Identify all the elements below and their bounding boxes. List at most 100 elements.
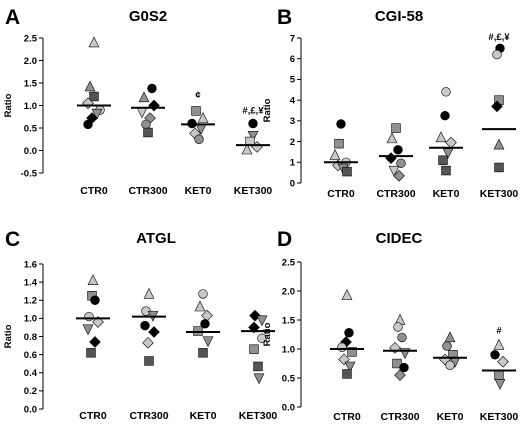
y-tick-label: 1.4 bbox=[24, 277, 38, 288]
y-tick-label: 1.5 bbox=[24, 78, 38, 89]
data-point bbox=[441, 165, 451, 176]
data-point bbox=[393, 169, 405, 182]
x-category-label: CTR0 bbox=[80, 185, 108, 197]
data-point bbox=[394, 369, 406, 381]
data-point bbox=[385, 152, 397, 164]
data-point bbox=[87, 274, 99, 286]
data-point bbox=[344, 328, 354, 338]
data-point bbox=[200, 319, 210, 329]
data-point bbox=[490, 350, 500, 360]
y-tick-label: 1.2 bbox=[24, 296, 37, 307]
data-point bbox=[399, 362, 409, 373]
x-category-label: CTR0 bbox=[79, 410, 107, 422]
x-category-label: KET300 bbox=[234, 185, 273, 197]
data-point bbox=[334, 138, 344, 149]
data-point bbox=[342, 166, 352, 177]
data-point bbox=[194, 134, 204, 144]
y-tick-label: 2.0 bbox=[24, 56, 37, 67]
data-point bbox=[84, 80, 96, 92]
y-tick-label: 2.5 bbox=[24, 33, 38, 44]
data-point bbox=[138, 91, 150, 103]
x-category-label: CTR0 bbox=[327, 188, 355, 200]
data-point bbox=[493, 138, 505, 150]
panel-letter: D bbox=[277, 228, 292, 251]
data-point bbox=[332, 159, 344, 172]
data-point bbox=[89, 336, 101, 348]
data-point bbox=[136, 107, 148, 119]
data-point bbox=[197, 112, 209, 123]
panel-a: A G0S2 -0.5 0.0 0.5 1.0 1.5 2.0 2.5 Ratio CTR0 CTR3… bbox=[3, 6, 272, 197]
y-tick-label: 6 bbox=[290, 54, 295, 65]
data-point bbox=[329, 148, 341, 160]
y-tick-label: 0.4 bbox=[24, 368, 38, 379]
data-point bbox=[442, 341, 452, 351]
x-category-label: CTR300 bbox=[380, 411, 419, 423]
x-category-label: KET300 bbox=[480, 188, 519, 200]
x-category-label: KET0 bbox=[437, 411, 464, 423]
data-point bbox=[497, 355, 509, 368]
data-point bbox=[341, 288, 353, 300]
data-point bbox=[492, 49, 502, 60]
data-point bbox=[445, 360, 455, 370]
data-point bbox=[342, 369, 352, 379]
data-point bbox=[241, 143, 253, 155]
y-tick-label: 2.0 bbox=[282, 286, 295, 297]
data-point bbox=[143, 287, 155, 299]
data-point bbox=[388, 165, 400, 177]
x-category-label: KET0 bbox=[433, 188, 460, 200]
data-point bbox=[445, 136, 457, 149]
data-point bbox=[249, 309, 261, 322]
data-point bbox=[142, 337, 154, 349]
y-tick-label: 5 bbox=[290, 75, 296, 86]
panel-b: B CGI-58 0 1 2 3 4 5 6 7 Ratio CTR0 CTR300 KET0 KET300… bbox=[262, 6, 518, 200]
data-point bbox=[347, 347, 357, 357]
y-axis-label: Ratio bbox=[262, 98, 273, 122]
data-point bbox=[440, 110, 450, 121]
data-point bbox=[391, 123, 401, 133]
x-category-label: CTR0 bbox=[333, 411, 361, 423]
data-point bbox=[143, 127, 153, 138]
x-category-label: KET0 bbox=[190, 410, 217, 422]
y-tick-label: 0.0 bbox=[24, 146, 37, 157]
data-point bbox=[84, 311, 94, 322]
panel-d: D CIDEC 0.0 0.5 1.0 1.5 2.0 2.5 Ratio CTR0 CTR300 K… bbox=[262, 228, 518, 423]
data-point bbox=[494, 370, 504, 380]
data-point bbox=[202, 336, 214, 348]
y-tick-label: 7 bbox=[290, 33, 295, 44]
x-category-label: CTR300 bbox=[128, 185, 167, 197]
data-point bbox=[247, 130, 259, 142]
data-point bbox=[147, 83, 157, 94]
data-point bbox=[338, 353, 350, 366]
data-point bbox=[393, 322, 403, 332]
data-point bbox=[393, 145, 403, 155]
data-point bbox=[191, 106, 201, 116]
significance-annotation: #,£,¥ bbox=[488, 32, 510, 43]
y-tick-label: 0.8 bbox=[24, 332, 37, 343]
significance-annotation: # bbox=[496, 325, 502, 336]
data-point bbox=[397, 332, 407, 343]
chart-title: G0S2 bbox=[129, 8, 167, 25]
y-axis-label: Ratio bbox=[3, 93, 14, 117]
data-point bbox=[336, 119, 346, 129]
data-point bbox=[144, 356, 154, 366]
x-category-label: CTR300 bbox=[376, 188, 415, 200]
panel-c: C ATGL 0.0 0.2 0.4 0.6 0.8 1.0 1.2 1.4 1.6 Ratio CTR… bbox=[3, 228, 277, 422]
data-point bbox=[198, 289, 208, 299]
data-point bbox=[396, 158, 406, 169]
data-point bbox=[494, 162, 504, 173]
y-tick-label: 2.5 bbox=[282, 257, 296, 268]
data-point bbox=[248, 321, 260, 334]
data-point bbox=[201, 309, 213, 322]
y-tick-label: 1.0 bbox=[24, 314, 37, 325]
data-point bbox=[256, 315, 268, 327]
data-point bbox=[438, 155, 448, 165]
data-point: ¢ bbox=[195, 90, 201, 101]
y-tick-label: 1.0 bbox=[24, 101, 37, 112]
significance-annotation: #,£,¥ bbox=[242, 106, 264, 117]
panel-letter: B bbox=[277, 6, 292, 29]
panel-letter: A bbox=[5, 6, 20, 29]
chart-title: CGI-58 bbox=[375, 8, 423, 25]
data-point bbox=[141, 119, 151, 130]
data-point bbox=[82, 324, 94, 336]
